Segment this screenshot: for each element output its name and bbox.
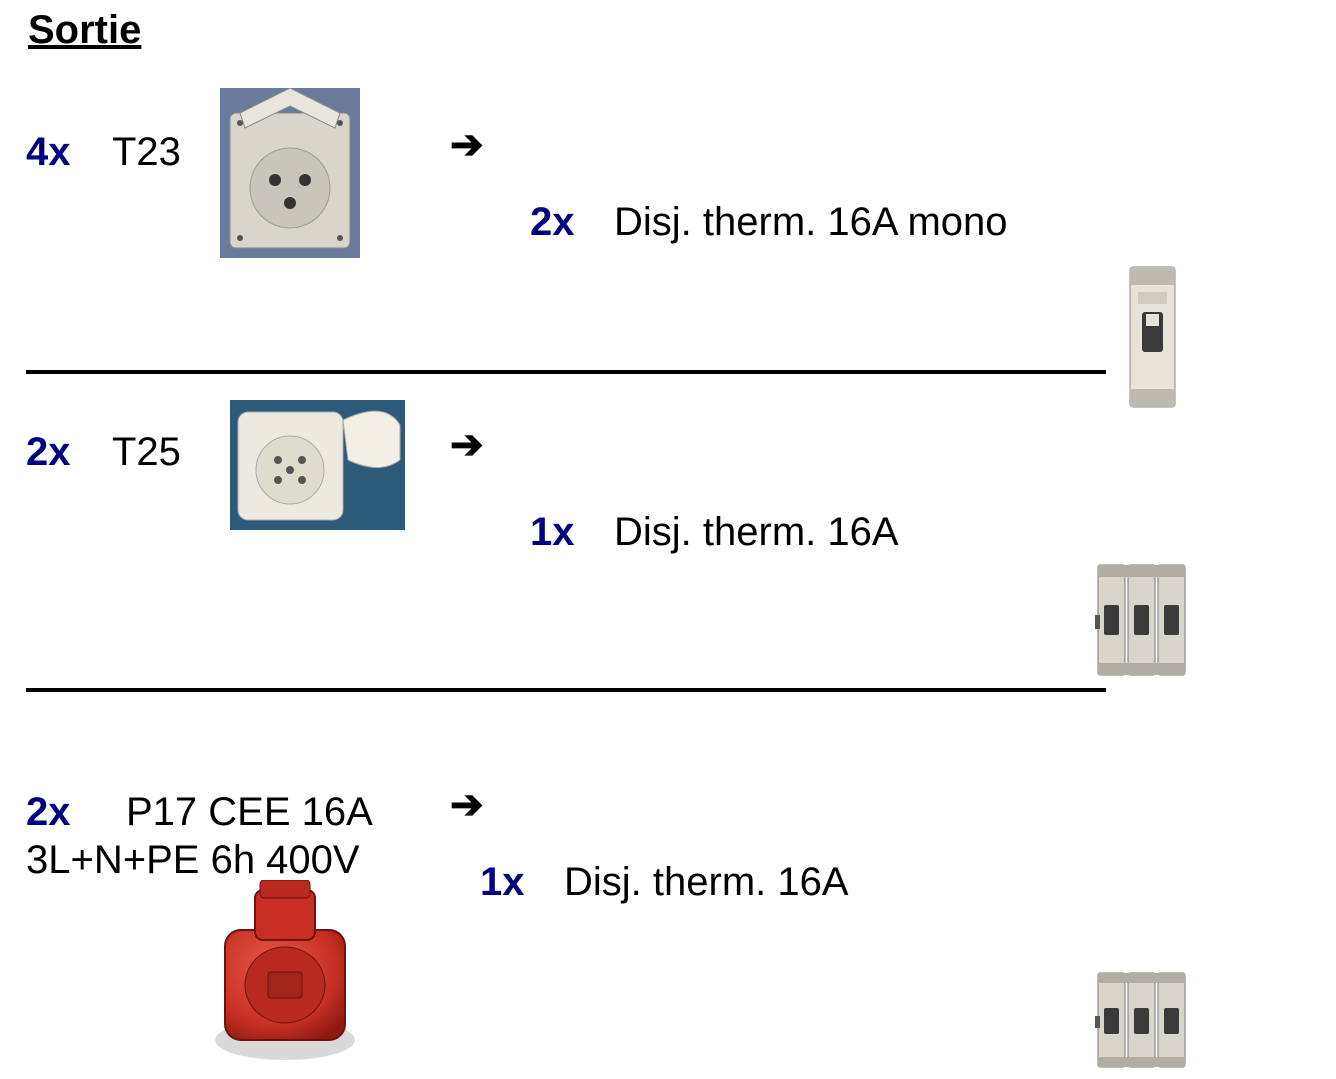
row1-arrow-icon: ➔ <box>450 122 484 168</box>
row3-left-label-line2: 3L+N+PE 6h 400V <box>26 838 360 883</box>
breaker-3p-small-icon <box>1095 970 1190 1070</box>
breaker-3p-icon <box>1095 560 1190 680</box>
section-title: Sortie <box>28 8 141 53</box>
row2-left-label: T25 <box>112 430 181 475</box>
row3-left-label-line1: P17 CEE 16A <box>126 790 373 835</box>
row2-arrow-icon: ➔ <box>450 422 484 468</box>
row1-left-label: T23 <box>112 130 181 175</box>
row3-left-qty: 2x <box>26 790 71 835</box>
socket-t25-icon <box>230 400 405 530</box>
row2-left-qty: 2x <box>26 430 71 475</box>
row2-right-qty: 1x <box>530 510 575 555</box>
row1-right-qty: 2x <box>530 200 575 245</box>
row3-arrow-icon: ➔ <box>450 782 484 828</box>
divider-2 <box>26 688 1106 692</box>
socket-cee-red-icon <box>200 880 370 1070</box>
row2-right-label: Disj. therm. 16A <box>614 510 899 555</box>
divider-1 <box>26 370 1106 374</box>
row3-right-qty: 1x <box>480 860 525 905</box>
socket-t23-icon <box>220 88 360 258</box>
row3-right-label: Disj. therm. 16A <box>564 860 849 905</box>
row1-left-qty: 4x <box>26 130 71 175</box>
row1-right-label: Disj. therm. 16A mono <box>614 200 1008 245</box>
breaker-1p-icon <box>1120 262 1185 412</box>
